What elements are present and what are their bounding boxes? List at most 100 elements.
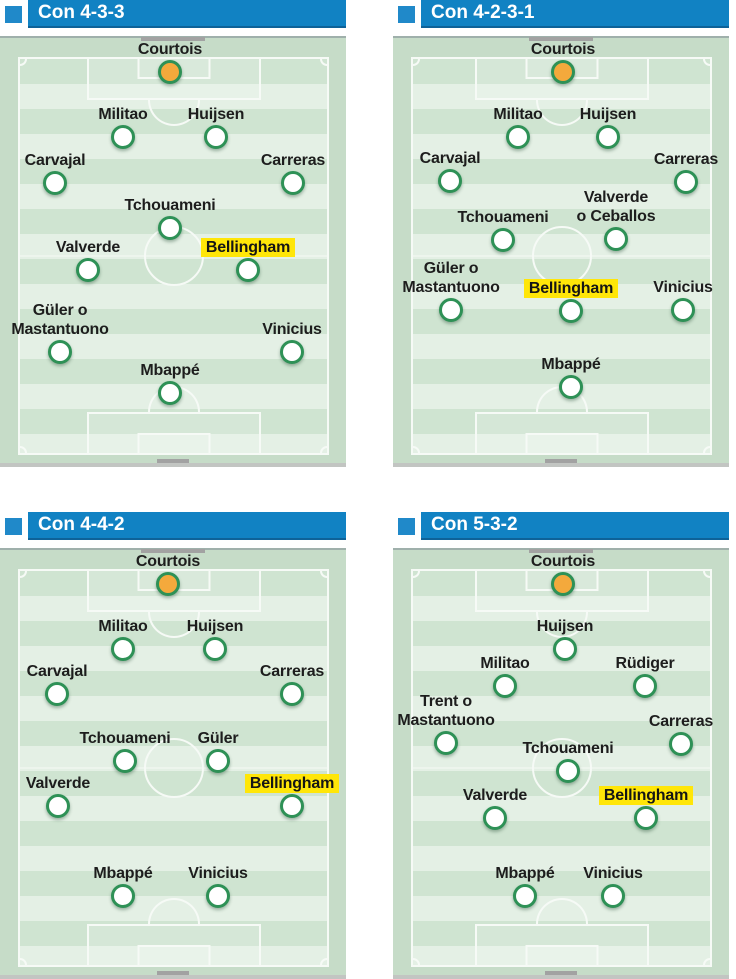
corner-arc xyxy=(413,446,420,453)
football-pitch: Courtois Militao Huijsen Carvajal Carreras Tc… xyxy=(0,548,346,979)
player-circle xyxy=(438,169,462,193)
player-circle xyxy=(111,125,135,149)
player-circle xyxy=(669,732,693,756)
panel-header: Con 4-4-2 xyxy=(0,512,346,540)
panel-title-bar: Con 4-3-3 xyxy=(28,0,346,28)
panel-title: Con 5-3-2 xyxy=(431,514,518,535)
player-name-label: Carreras xyxy=(653,151,719,168)
goal-bottom-icon xyxy=(545,459,577,463)
formation-panel-4-2-3-1: Con 4-2-3-1 Courtois Militao Huijsen Carvaj… xyxy=(393,0,729,467)
player-name-label: Carvajal xyxy=(24,152,86,169)
player-circle xyxy=(204,125,228,149)
goal-bottom-icon xyxy=(157,971,189,975)
player-name-label: Mbappé xyxy=(541,356,601,373)
bullet-square-icon xyxy=(5,5,22,23)
player-circle xyxy=(491,228,515,252)
player-name-label: Bellingham xyxy=(471,279,671,298)
six-yard-box-bottom xyxy=(525,945,598,965)
player-circle xyxy=(158,216,182,240)
corner-arc xyxy=(320,571,327,578)
corner-arc xyxy=(20,446,27,453)
player-circle xyxy=(48,340,72,364)
six-yard-box-bottom xyxy=(137,945,210,965)
players-layer: Courtois Militao Huijsen Carvajal Carreras Tc… xyxy=(0,38,346,463)
highlighted-player-name: Bellingham xyxy=(598,786,694,805)
player-name-label: Carreras xyxy=(260,152,326,169)
penalty-box-bottom xyxy=(86,924,261,965)
player-circle xyxy=(601,884,625,908)
player-name-label: Valverde xyxy=(25,775,91,792)
player-name-label: Güler o Mastantuono xyxy=(11,302,109,338)
goalkeeper-circle xyxy=(156,572,180,596)
player-circle xyxy=(46,794,70,818)
panel-title-bar: Con 4-2-3-1 xyxy=(421,0,729,28)
player-circle xyxy=(43,171,67,195)
goalkeeper-circle xyxy=(158,60,182,84)
corner-arc xyxy=(320,958,327,965)
player-circle xyxy=(111,637,135,661)
player-circle xyxy=(158,381,182,405)
player-circle xyxy=(671,298,695,322)
player-circle xyxy=(674,170,698,194)
player-name-label: Rüdiger xyxy=(615,655,675,672)
corner-arc xyxy=(413,59,420,66)
player-circle xyxy=(280,340,304,364)
player-circle xyxy=(493,674,517,698)
panel-title-bar: Con 4-4-2 xyxy=(28,512,346,540)
player-circle xyxy=(559,299,583,323)
players-layer: Courtois Militao Huijsen Carvajal Carreras Tc… xyxy=(0,550,346,975)
player-circle xyxy=(553,637,577,661)
six-yard-box-bottom xyxy=(525,433,598,453)
player-name-label: Bellingham xyxy=(148,238,348,257)
player-name-label: Militao xyxy=(98,106,148,123)
player-name-label: Vinicius xyxy=(653,279,713,296)
six-yard-box-bottom xyxy=(137,433,210,453)
goalkeeper-circle xyxy=(551,60,575,84)
player-name-label: Huijsen xyxy=(579,106,637,123)
panel-title-bar: Con 5-3-2 xyxy=(421,512,729,540)
player-circle xyxy=(604,227,628,251)
player-name-label: Tchouameni xyxy=(457,209,549,226)
center-circle xyxy=(143,738,204,798)
player-name-label: Courtois xyxy=(530,41,596,58)
football-pitch: Courtois Militao Huijsen Carvajal Carreras Tc… xyxy=(393,36,729,467)
player-name-label: Courtois xyxy=(135,553,201,570)
player-name-label: Güler xyxy=(197,730,239,747)
player-name-label: Carvajal xyxy=(26,663,88,680)
player-name-label: Huijsen xyxy=(186,618,244,635)
center-circle xyxy=(531,738,592,798)
corner-arc xyxy=(413,958,420,965)
player-name-label: Valverde xyxy=(55,239,121,256)
player-circle xyxy=(483,806,507,830)
player-name-label: Mbappé xyxy=(93,865,153,882)
panel-header: Con 4-2-3-1 xyxy=(393,0,729,28)
player-name-label: Militao xyxy=(480,655,530,672)
highlighted-player-name: Bellingham xyxy=(244,774,340,793)
panel-title: Con 4-3-3 xyxy=(38,2,125,23)
player-name-label: Carvajal xyxy=(419,150,481,167)
highlighted-player-name: Bellingham xyxy=(523,279,619,298)
player-name-label: Mbappé xyxy=(140,362,200,379)
goal-top-icon xyxy=(141,549,205,553)
player-circle xyxy=(236,258,260,282)
pitch-markings xyxy=(411,569,712,967)
goal-bottom-icon xyxy=(545,971,577,975)
player-circle xyxy=(596,125,620,149)
bullet-square-icon xyxy=(5,517,22,535)
panel-header: Con 4-3-3 xyxy=(0,0,346,28)
player-name-label: Bellingham xyxy=(192,774,392,793)
player-circle xyxy=(559,375,583,399)
player-circle xyxy=(281,171,305,195)
penalty-box-bottom xyxy=(86,412,261,453)
formation-panel-4-3-3: Con 4-3-3 Courtois Militao Huijsen Carvajal… xyxy=(0,0,346,467)
goalkeeper-circle xyxy=(551,572,575,596)
player-circle xyxy=(634,806,658,830)
player-circle xyxy=(280,794,304,818)
corner-arc xyxy=(320,59,327,66)
player-name-label: Bellingham xyxy=(546,786,736,805)
player-circle xyxy=(76,258,100,282)
corner-arc xyxy=(20,958,27,965)
goal-top-icon xyxy=(141,37,205,41)
panel-title: Con 4-2-3-1 xyxy=(431,2,535,23)
player-name-label: Huijsen xyxy=(187,106,245,123)
